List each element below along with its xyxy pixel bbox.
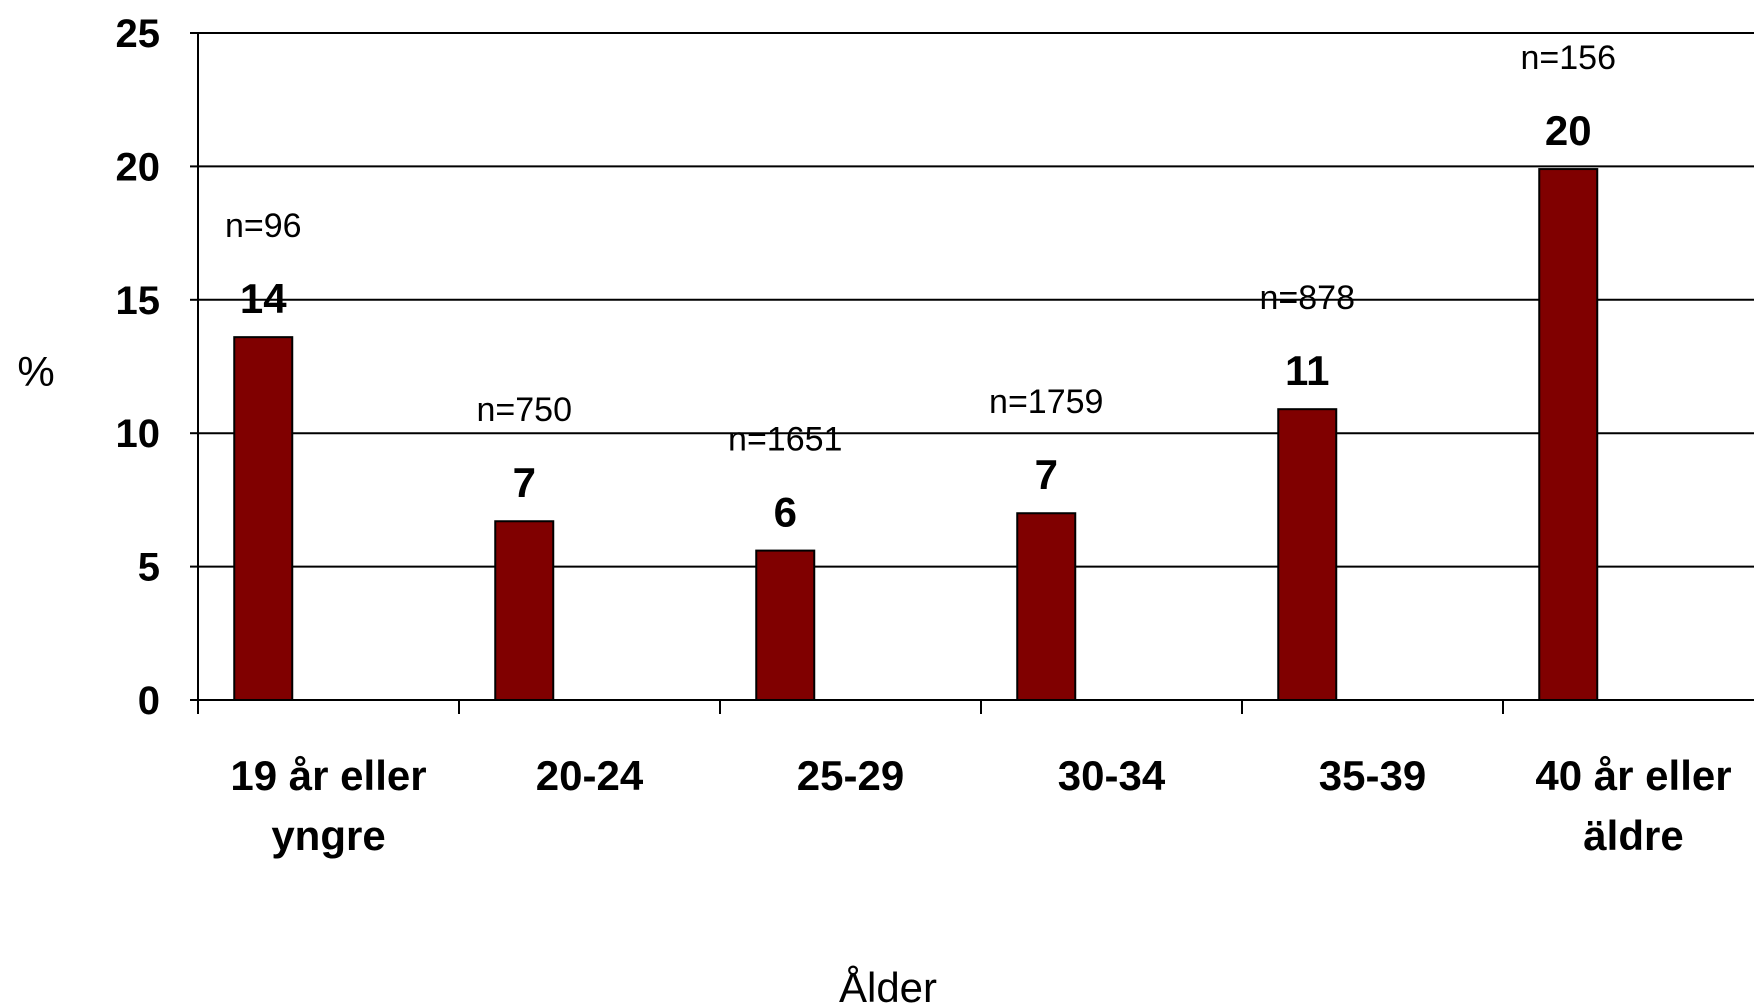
category-label-6: 40 år eller äldre bbox=[1535, 752, 1731, 859]
bars bbox=[233, 168, 1599, 702]
value-label-1: 14 bbox=[240, 275, 287, 322]
y-tick-label: 20 bbox=[116, 145, 161, 189]
n-label-6: n=156 bbox=[1521, 39, 1617, 77]
category-label-2: 20-24 bbox=[536, 752, 644, 799]
category-label-5: 35-39 bbox=[1319, 752, 1426, 799]
category-label-4: 30-34 bbox=[1058, 752, 1166, 799]
y-tick-label: 0 bbox=[138, 679, 160, 723]
x-category-labels: 19 år eller yngre 20-24 25-29 30-34 35-39 40 å… bbox=[230, 752, 1731, 859]
value-label-4: 7 bbox=[1035, 451, 1058, 498]
value-labels: 14 7 6 7 11 20 bbox=[240, 107, 1592, 536]
category-label-3: 25-29 bbox=[797, 752, 904, 799]
value-label-5: 11 bbox=[1285, 347, 1329, 394]
value-label-6: 20 bbox=[1545, 107, 1592, 154]
y-tick-label: 10 bbox=[116, 412, 161, 456]
n-label-3: n=1651 bbox=[728, 421, 842, 459]
n-label-4: n=1759 bbox=[989, 383, 1103, 421]
bar-1 bbox=[233, 336, 294, 701]
bar-2 bbox=[494, 520, 555, 702]
n-label-2: n=750 bbox=[477, 391, 573, 429]
category-label-1: 19 år eller yngre bbox=[230, 752, 426, 859]
bar-6 bbox=[1538, 168, 1599, 701]
y-axis-title: % bbox=[17, 348, 54, 395]
bar-4 bbox=[1016, 512, 1077, 701]
axes bbox=[190, 32, 1754, 714]
value-label-3: 6 bbox=[774, 489, 797, 536]
y-tick-label: 25 bbox=[116, 12, 161, 56]
bar-3 bbox=[755, 549, 816, 701]
grid-lines bbox=[198, 32, 1754, 568]
value-label-2: 7 bbox=[513, 459, 536, 506]
n-labels: n=96 n=750 n=1651 n=1759 n=878 n=156 bbox=[225, 39, 1616, 459]
y-tick-label: 5 bbox=[138, 546, 160, 590]
n-label-5: n=878 bbox=[1260, 279, 1356, 317]
y-tick-labels: 0 5 10 15 20 25 bbox=[116, 12, 161, 723]
y-tick-label: 15 bbox=[116, 279, 161, 323]
bar-5 bbox=[1277, 408, 1338, 701]
n-label-1: n=96 bbox=[225, 207, 302, 245]
x-axis-title: Ålder bbox=[839, 964, 937, 1008]
